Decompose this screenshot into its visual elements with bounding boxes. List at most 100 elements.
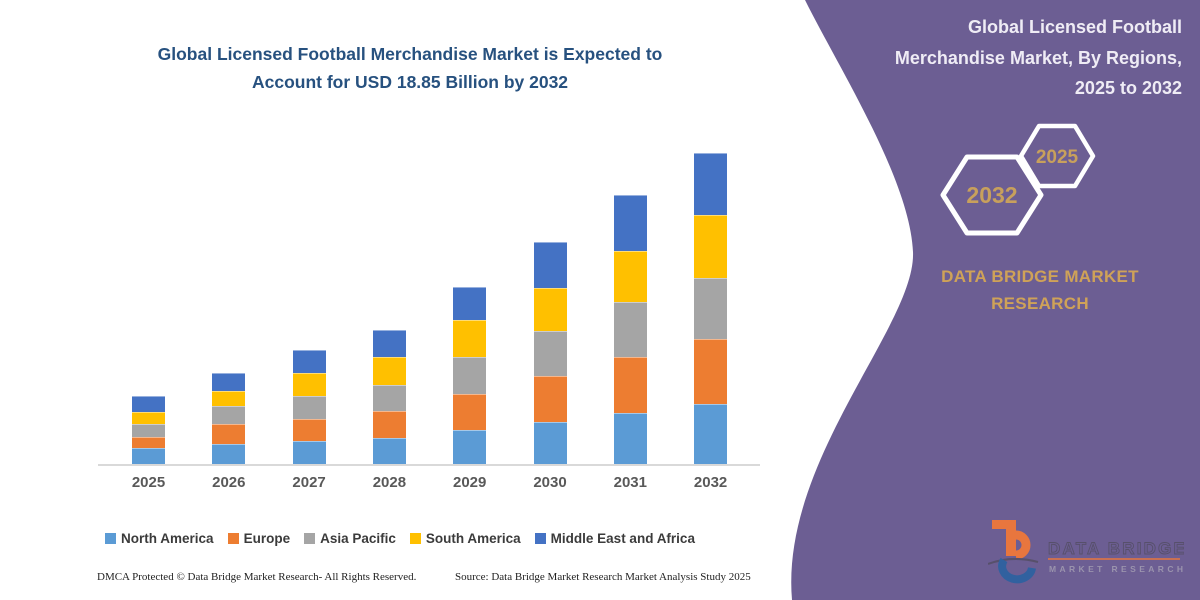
panel-title-line3: 2025 to 2032: [1074, 78, 1182, 99]
x-axis-label-2028: 2028: [372, 474, 407, 491]
segment-europe-2027: [292, 418, 326, 441]
segment-south-america-2031: [613, 251, 647, 303]
segment-south-america-2032: [694, 214, 728, 278]
bar-2032: [694, 153, 728, 464]
logo-b-topbar: [992, 520, 1016, 529]
legend-item-middle-east-and-africa: Middle East and Africa: [534, 531, 695, 546]
chart-legend: North America Europe Asia Pacific South Ame…: [40, 531, 760, 546]
segment-south-america-2030: [533, 287, 567, 332]
segment-north-america-2031: [613, 412, 647, 464]
segment-asia-pacific-2026: [212, 406, 246, 425]
segment-north-america-2026: [212, 444, 246, 464]
x-axis-label-2032: 2032: [693, 474, 728, 491]
x-axis-labels: 2025 2026 2027 2028 2029 2030 2031 2032: [100, 474, 760, 496]
segment-south-america-2029: [453, 319, 487, 357]
segment-asia-pacific-2031: [613, 302, 647, 357]
panel-title-line1: Global Licensed Football: [967, 17, 1182, 37]
logo-b-bowl: [1015, 530, 1031, 560]
segment-asia-pacific-2027: [292, 395, 326, 419]
segment-asia-pacific-2028: [372, 384, 406, 412]
hexagon-2025-label: 2025: [1036, 147, 1079, 168]
dmca-notice: DMCA Protected © Data Bridge Market Rese…: [97, 571, 417, 583]
segment-middle-east-and-africa-2028: [372, 329, 406, 357]
legend-label-south-america: South America: [425, 531, 521, 546]
bar-2029: [453, 286, 487, 464]
legend-swatch-middle-east-and-africa: [534, 533, 546, 544]
segment-middle-east-and-africa-2027: [292, 350, 326, 374]
hexagon-2025-outline: [1018, 123, 1096, 189]
legend-swatch-asia-pacific: [304, 533, 316, 544]
segment-europe-2028: [372, 411, 406, 438]
panel-title: Global Licensed Football Merchandise Mar…: [847, 12, 1182, 104]
segment-north-america-2027: [292, 440, 326, 464]
segment-north-america-2025: [132, 447, 165, 464]
logo-text-market-research: MARKET RESEARCH: [1049, 564, 1184, 574]
legend-item-europe: Europe: [227, 531, 291, 546]
brand-wordmark: DATA BRIDGE MARKET RESEARCH: [918, 263, 1162, 317]
segment-north-america-2032: [694, 403, 728, 464]
x-axis-label-2026: 2026: [212, 474, 246, 491]
legend-item-asia-pacific: Asia Pacific: [304, 531, 396, 546]
chart-title: Global Licensed Football Merchandise Mar…: [75, 40, 745, 97]
segment-europe-2026: [212, 424, 246, 445]
segment-europe-2032: [694, 338, 728, 404]
logo-swoosh: [988, 558, 1039, 565]
segment-asia-pacific-2029: [453, 356, 487, 394]
segment-asia-pacific-2030: [533, 331, 567, 376]
logo-text-data-bridge: DATA BRIDGE: [1048, 539, 1184, 558]
x-axis-line: [98, 464, 760, 466]
x-axis-label-2027: 2027: [292, 474, 326, 491]
segment-south-america-2028: [372, 356, 406, 385]
legend-label-north-america: North America: [121, 531, 214, 546]
segment-north-america-2030: [533, 421, 567, 464]
legend-label-europe: Europe: [243, 531, 291, 546]
segment-south-america-2026: [212, 390, 246, 407]
purple-ribbon: [791, 0, 1200, 600]
brand-wordmark-line1: DATA BRIDGE MARKET: [941, 267, 1139, 286]
segment-middle-east-and-africa-2025: [132, 396, 165, 413]
bar-2031: [613, 195, 647, 464]
legend-label-middle-east-and-africa: Middle East and Africa: [550, 531, 695, 546]
segment-europe-2029: [453, 393, 487, 431]
purple-ribbon-shape: [791, 0, 1200, 600]
logo-b-stem: [1006, 520, 1016, 556]
bar-2026: [212, 373, 246, 464]
segment-middle-east-and-africa-2029: [453, 286, 487, 320]
bar-2027: [292, 350, 326, 464]
segment-asia-pacific-2032: [694, 277, 728, 339]
segment-north-america-2028: [372, 437, 406, 464]
legend-swatch-europe: [227, 533, 239, 544]
segment-europe-2031: [613, 356, 647, 413]
data-bridge-logo: DATA BRIDGE MARKET RESEARCH: [988, 520, 1184, 584]
stacked-bar-chart: [100, 150, 760, 464]
segment-north-america-2029: [453, 430, 487, 464]
segment-europe-2025: [132, 436, 165, 448]
legend-swatch-south-america: [409, 533, 421, 544]
segment-middle-east-and-africa-2031: [613, 195, 647, 252]
hexagon-2032: 2032: [940, 154, 1044, 236]
x-axis-label-2030: 2030: [533, 474, 567, 491]
segment-europe-2030: [533, 375, 567, 422]
legend-item-south-america: South America: [409, 531, 521, 546]
segment-middle-east-and-africa-2026: [212, 373, 246, 391]
segment-south-america-2027: [292, 373, 326, 396]
source-note: Source: Data Bridge Market Research Mark…: [455, 571, 751, 583]
x-axis-label-2025: 2025: [131, 474, 166, 491]
legend-label-asia-pacific: Asia Pacific: [320, 531, 396, 546]
legend-item-north-america: North America: [105, 531, 214, 546]
bar-2030: [533, 242, 567, 464]
segment-middle-east-and-africa-2032: [694, 153, 728, 215]
segment-asia-pacific-2025: [132, 424, 165, 437]
segment-middle-east-and-africa-2030: [533, 242, 567, 288]
bar-2025: [132, 396, 165, 464]
segment-south-america-2025: [132, 412, 165, 425]
legend-swatch-north-america: [105, 533, 117, 544]
brand-wordmark-line2: RESEARCH: [991, 294, 1089, 314]
x-axis-label-2031: 2031: [613, 474, 647, 491]
chart-title-line1: Global Licensed Football Merchandise Mar…: [157, 44, 663, 64]
panel-title-line2: Merchandise Market, By Regions,: [894, 47, 1182, 68]
hexagon-2032-label: 2032: [966, 182, 1017, 208]
hexagon-2032-outline: [940, 154, 1044, 236]
bar-2028: [372, 329, 406, 464]
